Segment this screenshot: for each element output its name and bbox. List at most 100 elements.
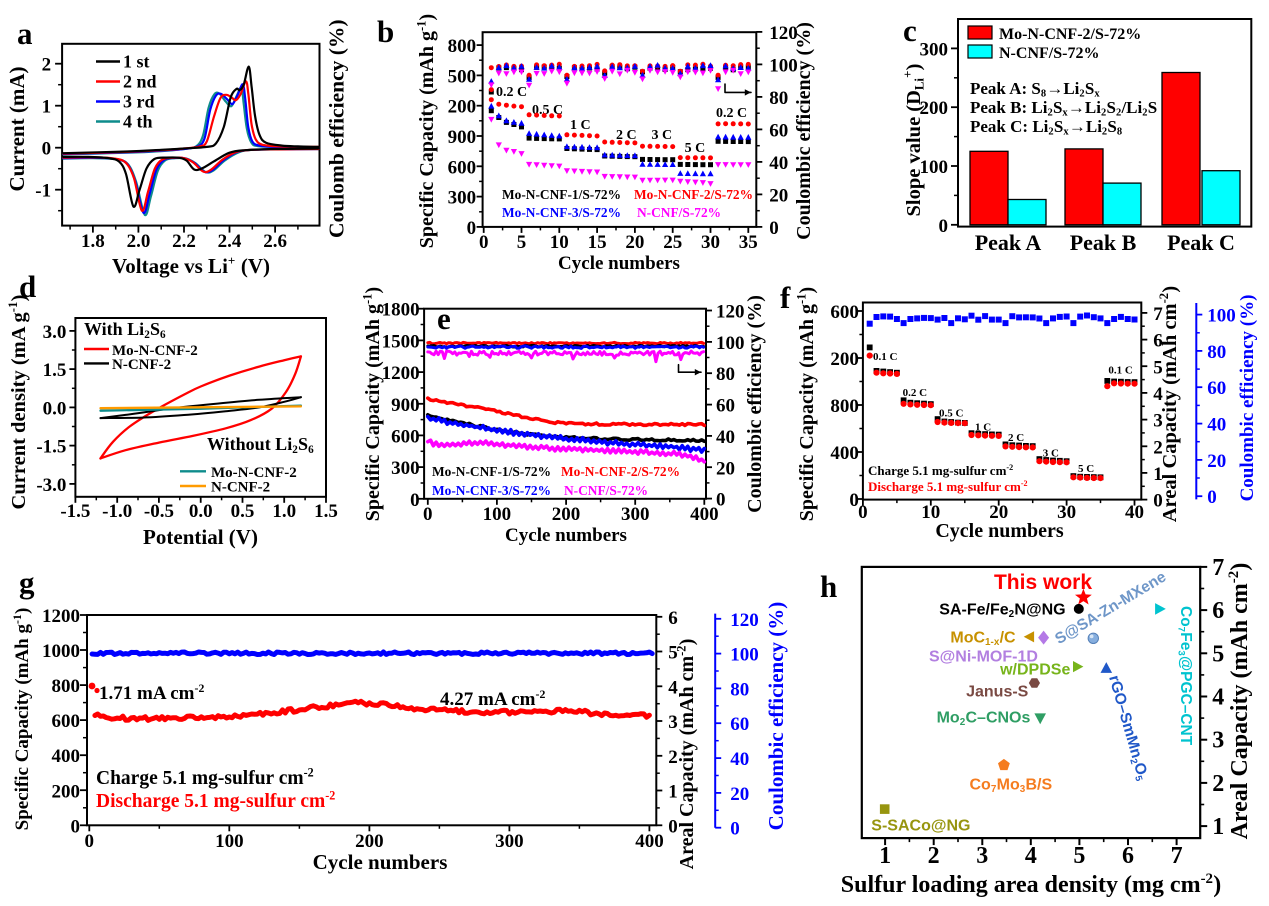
svg-text:0.2 C: 0.2 C <box>716 106 747 121</box>
svg-text:0.1 C: 0.1 C <box>1108 365 1133 377</box>
svg-text:7: 7 <box>1171 843 1183 869</box>
svg-text:40: 40 <box>1207 415 1226 436</box>
svg-text:0.0: 0.0 <box>43 398 67 419</box>
svg-text:3.0: 3.0 <box>43 322 67 343</box>
svg-text:2.2: 2.2 <box>172 231 196 252</box>
svg-text:Areal Capacity (mAh cm-2 ): Areal Capacity (mAh cm-2 ) <box>674 639 698 870</box>
svg-text:80: 80 <box>1207 342 1226 363</box>
svg-text:3: 3 <box>1153 411 1163 432</box>
svg-text:Mo-N-CNF-2: Mo-N-CNF-2 <box>112 343 198 359</box>
svg-text:1.5: 1.5 <box>43 360 67 381</box>
svg-text:3 rd: 3 rd <box>123 92 155 112</box>
svg-text:0.5: 0.5 <box>231 501 255 522</box>
svg-text:Mo-N-CNF-2/S-72%: Mo-N-CNF-2/S-72% <box>999 26 1141 43</box>
svg-text:Mo-N-CNF-2/S-72%: Mo-N-CNF-2/S-72% <box>561 464 680 479</box>
svg-text:Cycle numbers: Cycle numbers <box>313 850 448 874</box>
svg-text:3: 3 <box>668 712 678 733</box>
svg-text:600: 600 <box>830 302 859 323</box>
svg-text:MoC1-x /C: MoC1-x /C <box>950 630 1016 649</box>
svg-text:Mo-N-CNF-1/S-72%: Mo-N-CNF-1/S-72% <box>432 464 551 479</box>
svg-text:1800: 1800 <box>382 300 420 321</box>
svg-text:Sulfur loading area density (m: Sulfur loading area density (mg cm-2 ) <box>841 871 1221 898</box>
svg-text:Areal Capacity (mAh cm-2 ): Areal Capacity (mAh cm-2 ) <box>1226 563 1253 840</box>
svg-text:900: 900 <box>391 395 420 416</box>
svg-text:S@Ni-MOF-1D: S@Ni-MOF-1D <box>929 649 1038 666</box>
svg-text:60: 60 <box>730 714 749 735</box>
svg-text:6: 6 <box>1122 843 1134 869</box>
svg-text:N-CNF/S-72%: N-CNF/S-72% <box>637 205 721 220</box>
svg-text:0: 0 <box>769 218 779 239</box>
svg-text:400: 400 <box>690 504 719 525</box>
svg-text:3: 3 <box>1212 728 1224 754</box>
svg-text:-1.5: -1.5 <box>60 501 90 522</box>
svg-text:N-CNF/S-72%: N-CNF/S-72% <box>999 45 1099 62</box>
svg-text:60: 60 <box>1207 378 1226 399</box>
svg-text:1: 1 <box>42 97 52 118</box>
svg-text:0: 0 <box>939 216 949 237</box>
svg-text:100: 100 <box>215 831 244 852</box>
svg-text:Voltage vs Li+ (V): Voltage vs Li+ (V) <box>112 253 270 278</box>
svg-text:100: 100 <box>483 504 512 525</box>
svg-text:0: 0 <box>42 139 52 160</box>
svg-text:0: 0 <box>1153 491 1163 512</box>
svg-text:4.27 mA cm-2: 4.27 mA cm-2 <box>440 687 545 710</box>
svg-text:800: 800 <box>52 676 81 697</box>
svg-text:20: 20 <box>769 185 788 206</box>
svg-text:0: 0 <box>85 831 95 852</box>
svg-text:0: 0 <box>479 232 489 253</box>
svg-text:900: 900 <box>448 127 477 148</box>
svg-text:Specific Capacity (mAh g-1 ): Specific Capacity (mAh g-1 ) <box>360 287 384 521</box>
svg-text:7: 7 <box>1212 555 1224 581</box>
svg-text:5 C: 5 C <box>1078 463 1094 475</box>
svg-text:30: 30 <box>1057 502 1076 523</box>
svg-text:w/DPDSe: w/DPDSe <box>999 662 1070 679</box>
svg-text:With Li2 S6: With Li2 S6 <box>84 319 166 341</box>
svg-text:600: 600 <box>52 711 81 732</box>
svg-text:1: 1 <box>1212 814 1224 840</box>
svg-text:120: 120 <box>730 610 759 631</box>
svg-text:40: 40 <box>1125 502 1144 523</box>
svg-text:Current (mA): Current (mA) <box>5 66 29 191</box>
svg-text:d: d <box>19 269 36 304</box>
svg-text:1 C: 1 C <box>570 118 591 133</box>
svg-text:h: h <box>820 569 837 604</box>
svg-text:3 C: 3 C <box>1043 448 1059 460</box>
svg-text:6: 6 <box>1212 598 1224 624</box>
svg-text:0: 0 <box>858 502 868 523</box>
svg-text:25: 25 <box>663 232 682 253</box>
svg-text:f: f <box>780 280 791 315</box>
svg-text:Mo-N-CNF-3/S-72%: Mo-N-CNF-3/S-72% <box>432 483 551 498</box>
svg-text:600: 600 <box>391 426 420 447</box>
svg-text:0.5 C: 0.5 C <box>532 103 563 118</box>
svg-text:1.71 mA cm-2: 1.71 mA cm-2 <box>99 681 204 704</box>
svg-text:0.1 C: 0.1 C <box>873 351 898 363</box>
svg-text:80: 80 <box>769 88 788 109</box>
svg-text:4: 4 <box>668 677 678 698</box>
svg-text:Co7 Fe3 @PGC–CNT: Co7 Fe3 @PGC–CNT <box>1176 606 1195 746</box>
svg-text:S-SACo@NG: S-SACo@NG <box>871 818 970 835</box>
svg-text:Mo-N-CNF-3/S-72%: Mo-N-CNF-3/S-72% <box>502 205 621 220</box>
svg-text:Coulombic efficiency (%): Coulombic efficiency (%) <box>744 295 766 513</box>
svg-text:3 C: 3 C <box>652 128 673 143</box>
svg-text:400: 400 <box>52 746 81 767</box>
svg-text:100: 100 <box>716 333 745 354</box>
svg-text:Mo-N-CNF-2/S-72%: Mo-N-CNF-2/S-72% <box>634 187 753 202</box>
svg-text:Peak A: Peak A <box>975 230 1042 255</box>
svg-text:0: 0 <box>467 218 477 239</box>
svg-text:Peak C: Peak C <box>1167 230 1235 255</box>
svg-text:1.0: 1.0 <box>272 501 296 522</box>
svg-text:4: 4 <box>1153 384 1163 405</box>
svg-text:300: 300 <box>920 39 949 60</box>
svg-text:Charge 5.1 mg-sulfur cm-2: Charge 5.1 mg-sulfur cm-2 <box>96 766 314 789</box>
svg-text:e: e <box>437 301 451 336</box>
svg-text:Mo2 C–CNOs: Mo2 C–CNOs <box>937 710 1031 729</box>
svg-text:N-CNF-2: N-CNF-2 <box>112 357 171 373</box>
svg-text:30: 30 <box>701 232 720 253</box>
svg-text:800: 800 <box>830 396 859 417</box>
svg-text:0: 0 <box>668 816 678 837</box>
svg-text:SA-Fe/Fe2 N@NG: SA-Fe/Fe2 N@NG <box>939 602 1065 621</box>
svg-text:g: g <box>19 565 35 600</box>
svg-text:b: b <box>377 14 394 49</box>
svg-text:Cycle numbers: Cycle numbers <box>505 525 627 546</box>
svg-text:Peak A: S8 →Li2 Sx: Peak A: S8 →Li2 Sx <box>970 79 1100 100</box>
